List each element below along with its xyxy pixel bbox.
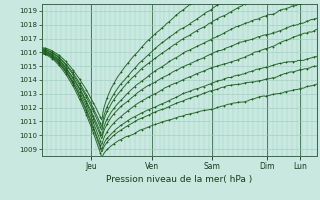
X-axis label: Pression niveau de la mer( hPa ): Pression niveau de la mer( hPa ) xyxy=(106,175,252,184)
